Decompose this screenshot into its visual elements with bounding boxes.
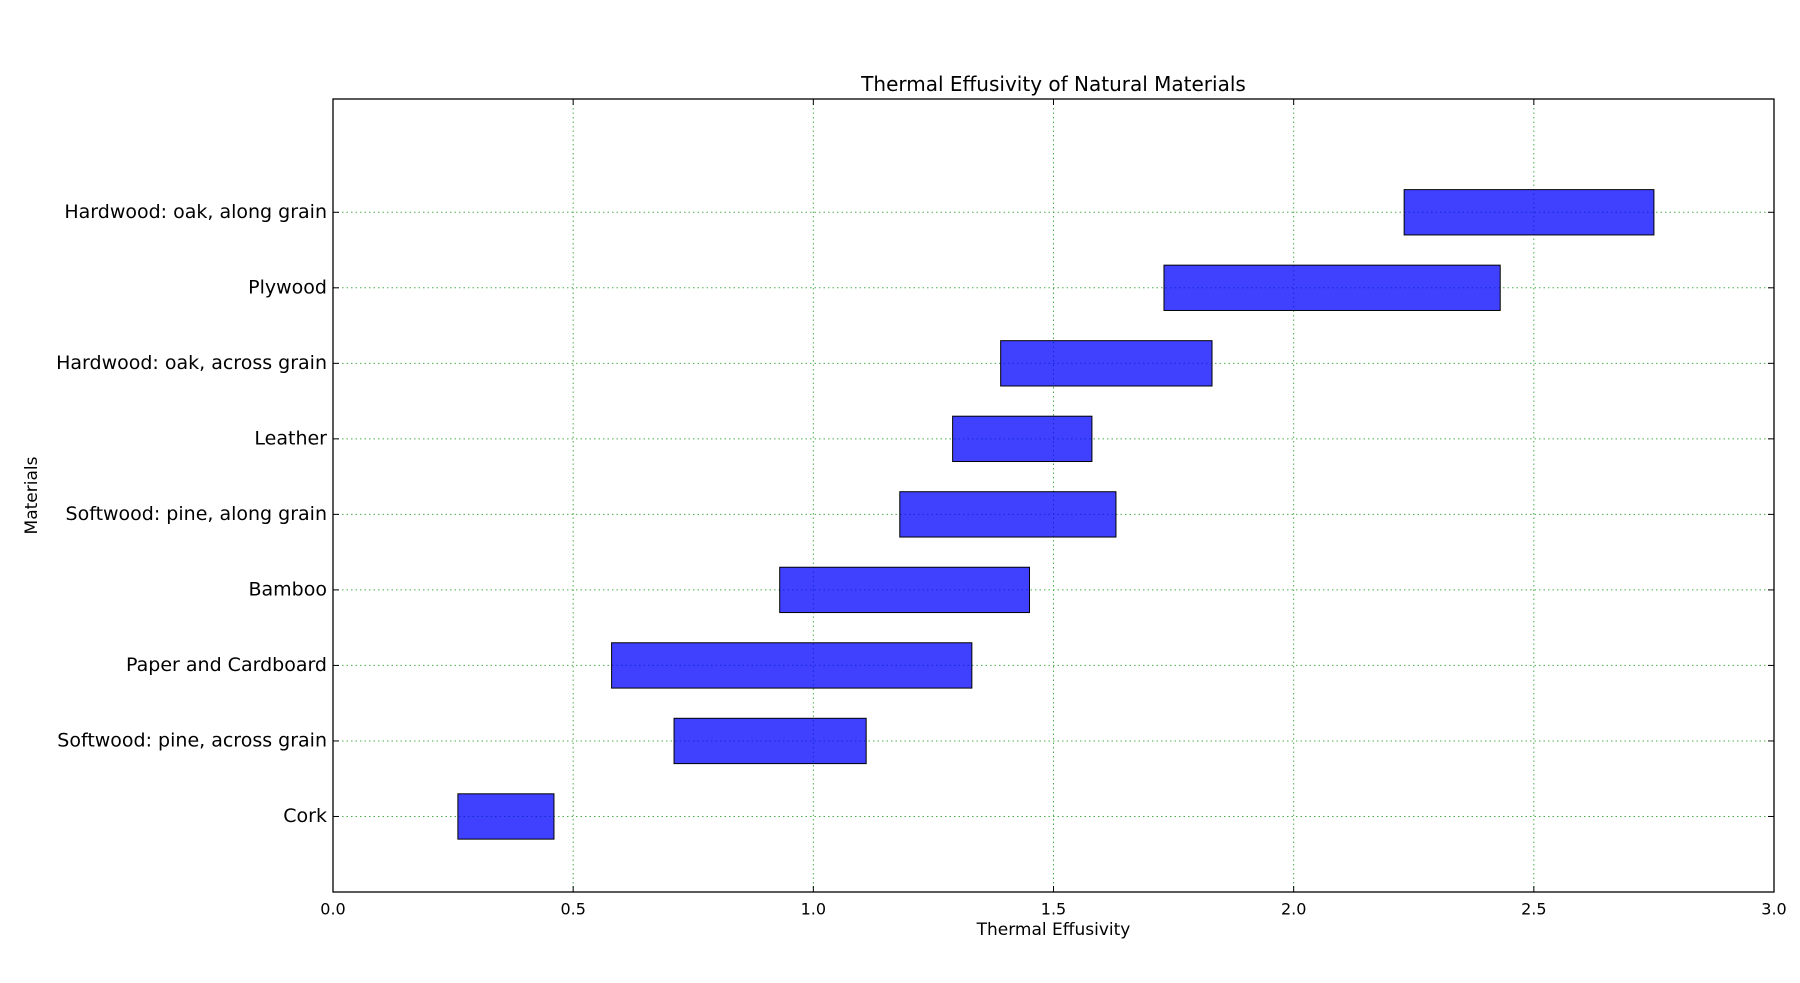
- y-tick-label: Bamboo: [249, 578, 328, 600]
- range-bar: [952, 415, 1093, 463]
- ticks-layer: 0.0 0.5 1.0 1.5 2.0 2.5 3.0 Cork Softwood: pine,…: [56, 99, 1787, 919]
- y-tick-label: Softwood: pine, across grain: [57, 729, 327, 751]
- range-bar: [1163, 264, 1501, 311]
- x-tick-label: 2.0: [1281, 900, 1306, 919]
- y-tick-label: Cork: [283, 805, 327, 827]
- y-tick-label: Leather: [254, 427, 327, 449]
- x-tick-label: 0.0: [320, 900, 345, 919]
- range-bar: [1000, 340, 1213, 387]
- y-axis-label: Materials: [22, 456, 42, 534]
- chart-title: Thermal Effusivity of Natural Materials: [860, 72, 1246, 96]
- x-tick-label: 2.5: [1521, 900, 1546, 919]
- bars-layer: [457, 189, 1655, 840]
- x-tick-label: 3.0: [1761, 900, 1786, 919]
- y-tick-label: Hardwood: oak, along grain: [64, 201, 327, 223]
- x-tick-label: 1.0: [801, 900, 826, 919]
- range-bar: [779, 566, 1030, 614]
- range-bar: [899, 491, 1117, 538]
- range-bar: [457, 793, 555, 840]
- x-tick-label: 1.5: [1041, 900, 1066, 919]
- x-axis-label: Thermal Effusivity: [976, 920, 1131, 940]
- y-tick-label: Paper and Cardboard: [126, 654, 327, 676]
- y-tick-label: Softwood: pine, along grain: [66, 503, 327, 525]
- range-bar: [611, 642, 973, 689]
- range-bar: [1403, 189, 1655, 236]
- range-bar: [673, 717, 867, 765]
- y-tick-label: Plywood: [248, 276, 327, 298]
- x-tick-label: 0.5: [560, 900, 585, 919]
- y-tick-label: Hardwood: oak, across grain: [56, 352, 327, 374]
